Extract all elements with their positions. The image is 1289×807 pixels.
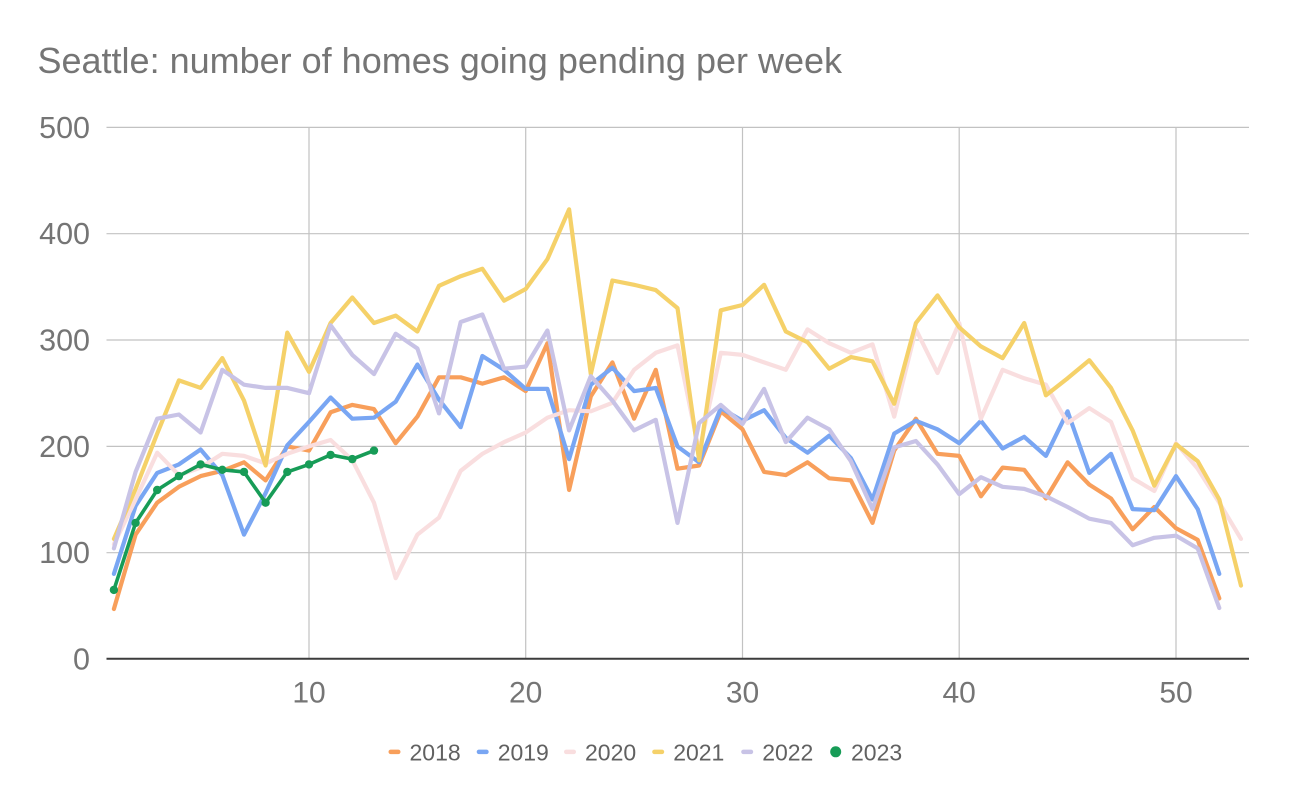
svg-text:2022: 2022 bbox=[762, 740, 813, 766]
svg-text:100: 100 bbox=[39, 536, 90, 570]
svg-text:2019: 2019 bbox=[498, 740, 549, 766]
svg-text:2018: 2018 bbox=[410, 740, 461, 766]
svg-text:200: 200 bbox=[39, 430, 90, 464]
svg-text:30: 30 bbox=[726, 677, 759, 710]
svg-text:50: 50 bbox=[1159, 677, 1192, 710]
svg-text:0: 0 bbox=[73, 643, 90, 677]
svg-text:300: 300 bbox=[39, 324, 90, 358]
svg-text:2021: 2021 bbox=[673, 740, 724, 766]
svg-text:10: 10 bbox=[292, 677, 325, 710]
svg-text:2023: 2023 bbox=[851, 740, 902, 766]
svg-text:40: 40 bbox=[943, 677, 976, 710]
svg-text:400: 400 bbox=[39, 217, 90, 251]
svg-text:500: 500 bbox=[39, 111, 90, 145]
svg-text:2020: 2020 bbox=[585, 740, 636, 766]
svg-text:20: 20 bbox=[509, 677, 542, 710]
